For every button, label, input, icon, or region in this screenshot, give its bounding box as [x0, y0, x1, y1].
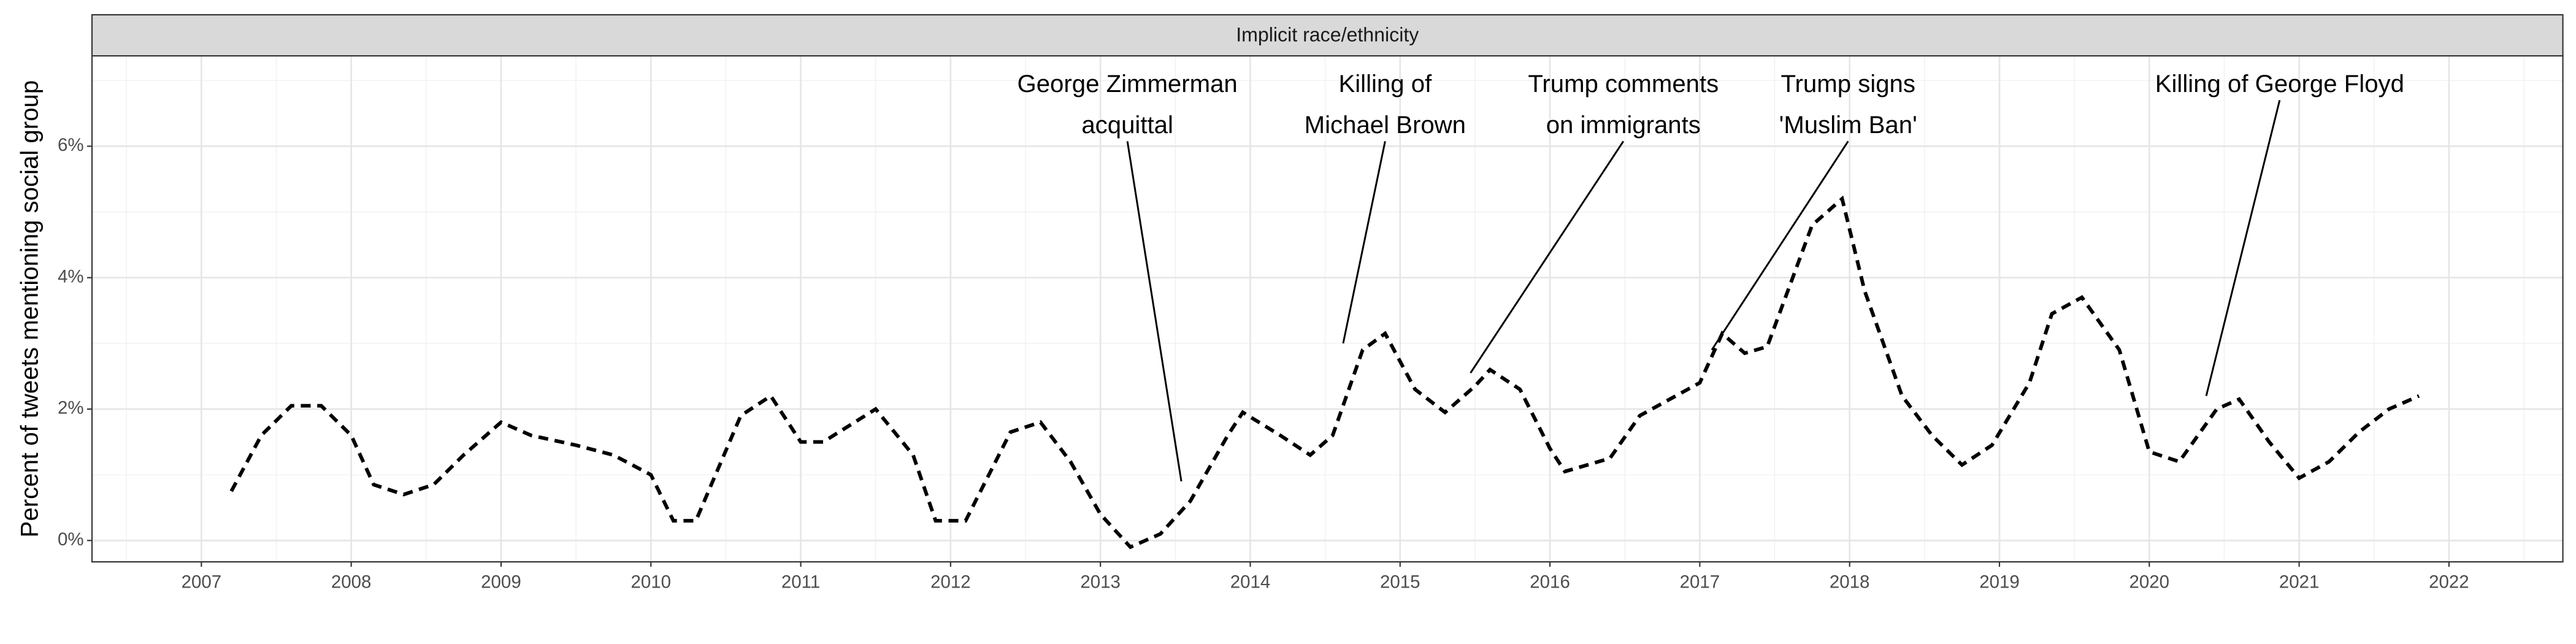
x-tick-label: 2017 [1680, 572, 1720, 592]
line-series [229, 195, 2420, 550]
annotation-text: Trump comments [1528, 70, 1719, 98]
annotation-text: Killing of George Floyd [2155, 70, 2404, 98]
x-tick-label: 2015 [1380, 572, 1420, 592]
y-tick-label: 2% [58, 398, 84, 418]
annotation-text: Killing of [1338, 70, 1432, 98]
y-tick-label: 4% [58, 266, 84, 286]
annotation-text: Michael Brown [1305, 111, 1466, 139]
y-tick-label: 6% [58, 135, 84, 155]
y-axis-title: Percent of tweets mentioning social grou… [16, 80, 44, 538]
annotation-text: acquittal [1081, 111, 1173, 139]
x-tick-label: 2021 [2279, 572, 2320, 592]
annotation-text: George Zimmerman [1017, 70, 1237, 98]
facet-strip [91, 14, 2564, 57]
x-tick-label: 2022 [2429, 572, 2469, 592]
x-tick-label: 2012 [930, 572, 971, 592]
x-tick-label: 2016 [1530, 572, 1570, 592]
x-tick-label: 2013 [1080, 572, 1121, 592]
annotation-text: on immigrants [1546, 111, 1701, 139]
facet-title: Implicit race/ethnicity [1236, 23, 1419, 45]
x-tick-label: 2008 [331, 572, 372, 592]
x-tick-label: 2007 [182, 572, 222, 592]
x-tick-label: 2018 [1830, 572, 1870, 592]
annotation-text: Trump signs [1781, 70, 1915, 98]
annotation-line [1711, 140, 1849, 351]
annotation-text: 'Muslim Ban' [1779, 111, 1917, 139]
x-tick-label: 2009 [481, 572, 521, 592]
annotation-line [1342, 141, 1386, 344]
plot-border [91, 55, 2564, 563]
plot-background [92, 56, 2563, 562]
x-tick-label: 2011 [781, 572, 820, 592]
x-tick-label: 2020 [2129, 572, 2170, 592]
annotation-line [1470, 140, 1625, 374]
x-tick-label: 2010 [631, 572, 671, 592]
annotation-line [1126, 141, 1183, 482]
y-tick-label: 0% [58, 529, 84, 550]
annotation-line [2205, 100, 2281, 396]
x-tick-label: 2019 [1979, 572, 2020, 592]
x-tick-label: 2014 [1230, 572, 1271, 592]
